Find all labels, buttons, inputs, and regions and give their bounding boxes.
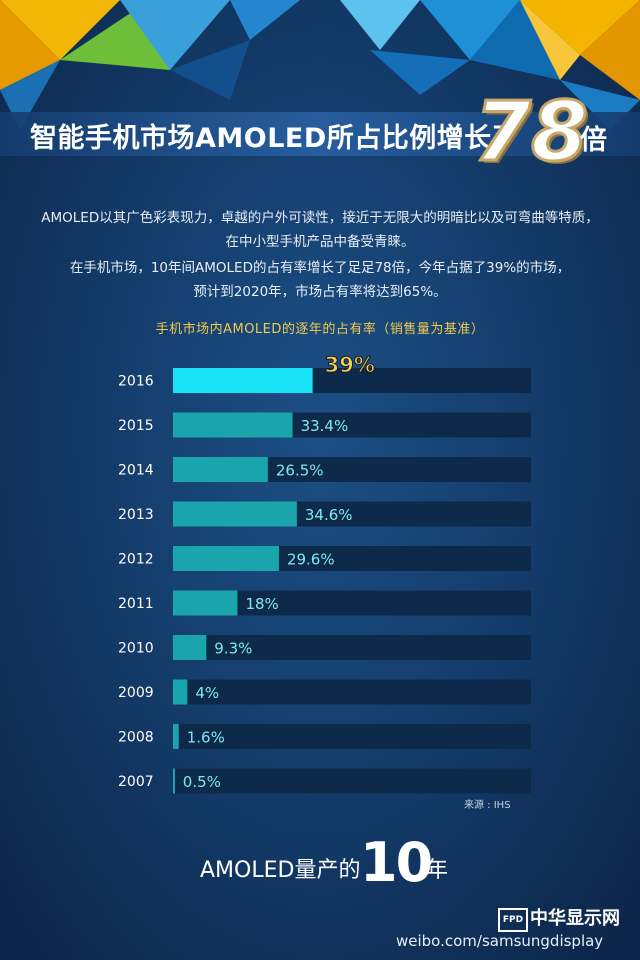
highlight-number: 78 [472,85,589,180]
value-label-2011: 18% [245,595,278,613]
year-label-2015: 2015 [118,418,154,434]
title-suffix: 倍 [580,125,607,156]
title-band [0,112,640,156]
value-label-2008: 1.6% [187,729,225,747]
fpd-logo: FPD [498,908,528,932]
bar-2009 [173,679,188,705]
decorative-triangles [0,0,640,130]
year-label-2014: 2014 [118,463,154,479]
intro-line-1: AMOLED以其广色彩表现力，卓越的户外可读性，接近于无限大的明暗比以及可弯曲等… [41,210,599,226]
bar-2010 [173,635,207,660]
intro-line-4: 预计到2020年，市场占有率将达到65%。 [193,284,447,300]
bar-2008 [173,724,179,749]
value-label-2010: 9.3% [214,640,252,658]
year-label-2016: 2016 [118,374,154,390]
year-label-2011: 2011 [118,596,154,612]
source-note: 来源 : IHS [464,800,511,811]
chart-title: 手机市场内AMOLED的逐年的占有率（销售量为基准） [155,322,485,337]
value-label-2007: 0.5% [183,773,221,791]
bar-2011 [173,590,238,616]
brand-name: 中华显示网 [530,908,620,929]
page-title: 智能手机市场AMOLED所占比例增长了 [30,123,520,154]
value-label-2013: 34.6% [305,506,353,524]
bar-2007 [173,768,175,794]
year-label-2009: 2009 [118,685,154,701]
weibo-watermark: weibo.com/samsungdisplay [396,932,604,950]
value-label-2015: 33.4% [301,417,349,435]
bar-chart: 2016 39% 2015 33.4% 2014 26.5% 2013 34.6% 2012 29… [118,353,531,794]
bar-2015 [173,412,293,438]
bar-track-2008 [173,724,531,749]
footer-text: AMOLED量产的 [200,858,361,883]
year-label-2008: 2008 [118,730,154,746]
year-label-2007: 2007 [118,774,154,790]
bar-2012 [173,546,279,571]
value-label-2016: 39% [325,353,375,377]
footer-number: 10 [360,831,433,894]
bar-2014 [173,457,268,482]
value-label-2009: 4% [195,684,219,702]
intro-line-3: 在手机市场，10年间AMOLED的占有率增长了足足78倍，今年占据了39%的市场… [69,260,571,276]
bar-track-2007 [173,768,531,794]
intro-line-2: 在中小型手机产品中备受青睐。 [225,234,415,250]
value-label-2012: 29.6% [287,551,335,569]
bar-track-2009 [173,679,531,705]
year-label-2010: 2010 [118,641,154,657]
value-label-2014: 26.5% [276,462,324,480]
bar-2013 [173,501,297,527]
year-label-2013: 2013 [118,507,154,523]
bar-track-2010 [173,635,531,660]
bar-2016 [173,368,313,393]
footer-suffix: 年 [426,858,449,883]
year-label-2012: 2012 [118,552,154,568]
